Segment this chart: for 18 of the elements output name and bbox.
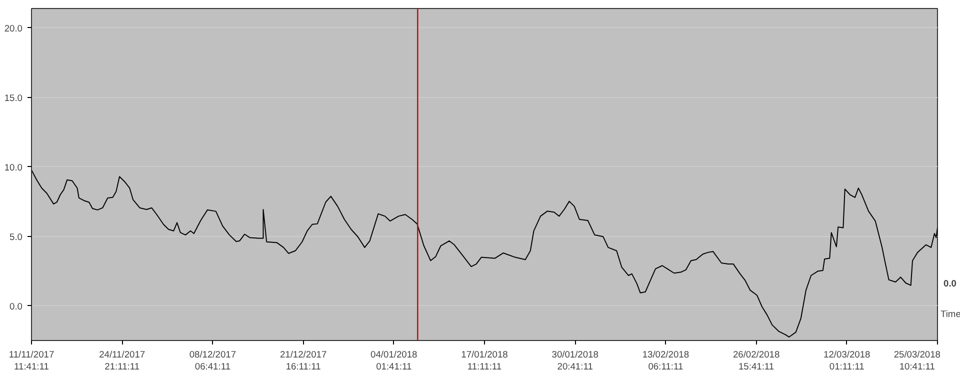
y-tick-label: 10.0 <box>4 162 22 172</box>
y-tick-label: 5.0 <box>10 232 22 242</box>
x-tick-label: 26/02/2018 15:41:11 <box>732 350 780 372</box>
line-series <box>32 170 938 338</box>
x-tick-label: 04/01/2018 01:41:11 <box>370 350 418 372</box>
x-tick-label: 11/11/2017 11:41:11 <box>8 350 54 372</box>
y-tick-label: 15.0 <box>4 92 22 103</box>
x-tick-label: 21/12/2017 16:11:11 <box>280 350 327 372</box>
x-tick-label: 25/03/2018 10:41:11 <box>894 350 940 372</box>
y-tick-label: 0.0 <box>10 301 22 312</box>
x-tick-label: 12/03/2018 01:11:11 <box>824 350 870 372</box>
x-tick-label: 30/01/2018 20:41:11 <box>552 350 598 372</box>
y-tick-label: 20.0 <box>4 23 22 34</box>
x-tick-label: 08/12/2017 06:41:11 <box>189 350 236 372</box>
text: 0.0 <box>944 278 956 288</box>
x-tick-label: 17/01/2018 11:11:11 <box>461 350 508 372</box>
x-tick-label: 24/11/2017 21:11:11 <box>99 350 146 372</box>
x-tick-label: 13/02/2018 06:11:11 <box>642 350 690 372</box>
